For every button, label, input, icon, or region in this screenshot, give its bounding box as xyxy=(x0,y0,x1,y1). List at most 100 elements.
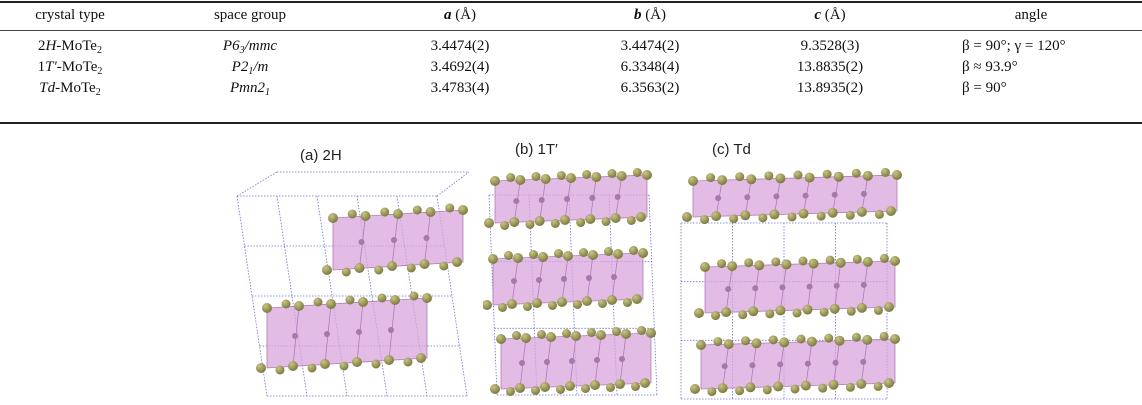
te-atom xyxy=(557,297,567,307)
te-atom xyxy=(554,249,563,258)
te-atom xyxy=(834,335,845,346)
te-atom xyxy=(566,173,576,183)
unit-cell-line xyxy=(236,195,268,397)
te-atom xyxy=(852,254,862,264)
mo-atom xyxy=(833,282,840,289)
te-atom xyxy=(845,382,855,392)
te-atom xyxy=(380,207,390,217)
te-atom xyxy=(640,378,650,388)
te-atom xyxy=(745,382,756,393)
te-atom xyxy=(322,265,332,275)
te-atom xyxy=(873,305,883,315)
table-row: 2H-MoTe2 P63/mmc 3.4474(2) 3.4474(2) 9.3… xyxy=(0,30,1142,57)
mo-atom xyxy=(725,286,732,293)
te-atom xyxy=(320,359,330,369)
te-atom xyxy=(884,302,894,312)
te-atom xyxy=(601,217,611,226)
te-atom xyxy=(488,254,498,264)
te-atom xyxy=(532,298,542,308)
structure-2h xyxy=(236,171,470,397)
mo-atom xyxy=(860,281,867,288)
te-atom xyxy=(638,248,648,258)
cell-space-group: P63/mmc xyxy=(222,38,278,56)
te-atom xyxy=(711,311,721,321)
te-atom xyxy=(768,335,778,345)
te-atom xyxy=(856,206,867,217)
mo-atom xyxy=(860,358,867,365)
te-atom xyxy=(556,385,565,394)
te-atom xyxy=(890,256,900,266)
te-atom xyxy=(717,259,727,269)
te-atom xyxy=(741,336,751,346)
te-atom xyxy=(326,299,336,309)
te-atom xyxy=(591,172,602,182)
panel-label-td: (c) Td xyxy=(712,141,751,158)
te-atom xyxy=(425,207,436,217)
te-atom xyxy=(790,384,800,394)
cell-angle: β ≈ 93.9° xyxy=(962,59,1018,75)
mo-atom xyxy=(536,277,542,283)
lattice-table: crystal type space group a (Å) b (Å) c (… xyxy=(0,0,1142,124)
te-atom xyxy=(262,303,272,313)
cell-crystal-type: 2H-MoTe2 xyxy=(38,38,102,56)
te-atom xyxy=(588,250,598,260)
te-atom xyxy=(796,334,806,344)
te-atom xyxy=(862,170,873,181)
te-atom xyxy=(798,208,809,219)
te-atom xyxy=(806,336,817,347)
te-atom xyxy=(880,167,890,177)
te-atom xyxy=(439,261,449,271)
te-atom xyxy=(746,174,757,185)
header-angle: angle xyxy=(1014,6,1048,23)
te-atom xyxy=(765,309,775,319)
te-atom xyxy=(500,221,510,230)
cell-b: 6.3563(2) xyxy=(620,80,680,96)
mo-atom xyxy=(779,284,786,291)
table-row: 1T′-MoTe2 P21/m 3.4692(4) 6.3348(4) 13.8… xyxy=(0,57,1142,78)
te-atom xyxy=(751,338,762,349)
te-atom xyxy=(717,383,728,394)
te-atom xyxy=(829,303,840,314)
te-atom xyxy=(771,257,781,267)
mo-atom xyxy=(832,359,839,366)
unit-cell-line xyxy=(436,171,470,197)
te-atom xyxy=(740,210,751,221)
te-atom xyxy=(538,252,548,262)
te-atom xyxy=(800,380,811,391)
te-atom xyxy=(827,207,838,218)
mo-atom xyxy=(752,285,759,292)
table-row: Td-MoTe2 Pmn21 3.4783(4) 6.3563(2) 13.89… xyxy=(0,78,1142,99)
cell-angle: β = 90° xyxy=(962,80,1007,96)
te-atom xyxy=(484,218,494,228)
mo-atom xyxy=(594,357,600,363)
te-atom xyxy=(706,173,716,183)
te-atom xyxy=(339,361,349,371)
te-atom xyxy=(727,261,738,272)
mo-atom xyxy=(538,197,545,203)
unit-cell-line xyxy=(648,194,658,396)
mo-atom xyxy=(391,237,397,243)
te-atom xyxy=(884,378,894,388)
mo-atom xyxy=(589,195,596,201)
mo-atom xyxy=(749,362,756,369)
te-atom xyxy=(754,260,765,271)
structure-1t-prime xyxy=(483,168,658,396)
te-atom xyxy=(509,217,520,227)
te-atom xyxy=(851,168,861,178)
te-atom xyxy=(576,218,586,227)
te-atom xyxy=(862,334,873,345)
te-atom xyxy=(646,328,656,338)
te-atom xyxy=(798,256,808,266)
te-atom xyxy=(328,213,338,223)
te-atom xyxy=(642,170,652,180)
mo-atom xyxy=(715,195,722,202)
te-atom xyxy=(562,329,571,338)
mo-atom xyxy=(614,194,621,200)
te-atom xyxy=(626,216,636,225)
te-atom xyxy=(281,299,291,309)
te-atom xyxy=(773,381,784,392)
te-atom xyxy=(607,169,617,178)
te-atom xyxy=(632,168,642,177)
te-atom xyxy=(537,330,546,339)
te-atom xyxy=(846,306,856,316)
